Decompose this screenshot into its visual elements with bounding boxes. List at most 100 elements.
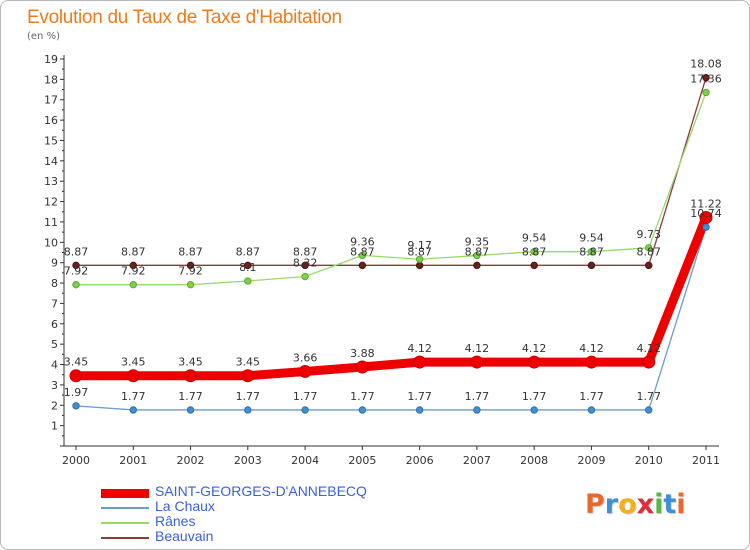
y-tick-label: 3 (51, 379, 58, 392)
y-tick-label: 15 (44, 134, 58, 147)
data-label: 1.77 (522, 390, 547, 403)
legend-label: Beauvain (155, 528, 214, 544)
data-label: 1.97 (64, 386, 89, 399)
data-label: 1.77 (121, 390, 146, 403)
data-point (584, 355, 598, 369)
y-tick-label: 16 (44, 114, 58, 127)
data-point (473, 261, 481, 270)
y-tick-label: 14 (44, 155, 58, 168)
data-point (527, 355, 541, 369)
x-tick-label: 2008 (520, 454, 548, 467)
data-point (587, 247, 596, 256)
data-label: 8.87 (522, 245, 547, 258)
legend-item: La Chaux (101, 498, 421, 515)
x-tick-label: 2011 (692, 454, 720, 467)
data-point (129, 406, 137, 414)
x-tick-label: 2000 (62, 454, 90, 467)
data-point (244, 406, 252, 414)
legend-label: SAINT-GEORGES-D'ANNEBECQ (155, 483, 367, 499)
data-point (126, 369, 140, 383)
data-point (358, 261, 367, 270)
data-point (645, 406, 653, 414)
y-axis-label: (en %) (27, 31, 60, 42)
logo-letter: t (663, 489, 677, 520)
logo-letter: P (585, 489, 605, 520)
data-point (587, 406, 596, 414)
logo-letter: o (618, 489, 637, 520)
data-label: 3.66 (293, 351, 318, 364)
x-tick-label: 2001 (119, 454, 147, 467)
data-label: 10.74 (690, 207, 722, 220)
data-point (645, 244, 653, 252)
data-point (702, 223, 710, 231)
data-point (415, 261, 424, 270)
data-label: 8.87 (407, 245, 432, 258)
data-point (645, 261, 653, 270)
data-point (72, 402, 80, 410)
data-point (298, 364, 312, 378)
data-point (301, 272, 309, 281)
data-point (702, 88, 710, 97)
data-label: 1.77 (236, 390, 261, 403)
data-point (470, 355, 484, 369)
data-label: 8.87 (178, 245, 203, 258)
logo-letter: x (636, 489, 655, 520)
data-point (301, 261, 309, 270)
y-tick-label: 5 (51, 338, 58, 351)
y-tick-label: 10 (44, 236, 58, 249)
data-point (702, 74, 710, 82)
data-point (244, 261, 252, 270)
data-label: 8.87 (236, 245, 261, 258)
y-tick-label: 13 (44, 175, 58, 188)
legend-swatch (101, 522, 149, 524)
x-tick-label: 2006 (406, 454, 434, 467)
y-tick-label: 17 (44, 94, 58, 107)
data-label: 3.45 (121, 356, 146, 369)
logo-letter: r (604, 489, 619, 520)
data-point (473, 251, 481, 260)
x-tick-label: 2004 (291, 454, 319, 467)
chart-title: Evolution du Taux de Taxe d'Habitation (27, 7, 342, 28)
data-label: 7.92 (64, 265, 89, 278)
data-point (184, 369, 198, 383)
data-point (413, 355, 427, 369)
y-tick-label: 9 (51, 257, 58, 270)
y-tick-label: 7 (51, 297, 58, 310)
data-point (358, 251, 367, 260)
data-point (642, 355, 656, 369)
data-label: 1.77 (465, 390, 490, 403)
data-point (129, 261, 137, 270)
legend: SAINT-GEORGES-D'ANNEBECQ La Chaux Rânes Bea… (101, 483, 421, 545)
series-line-1 (75, 226, 707, 411)
x-tick-label: 2003 (234, 454, 262, 467)
data-label: 9.54 (579, 232, 604, 245)
series-line-2 (75, 91, 707, 286)
y-tick-label: 19 (44, 53, 58, 66)
logo-letter: i (654, 489, 664, 520)
data-label: 9.36 (350, 235, 375, 248)
data-label: 9.54 (522, 232, 547, 245)
data-point (587, 261, 596, 270)
data-label: 8.87 (293, 245, 318, 258)
data-point (186, 261, 195, 270)
data-point (530, 247, 538, 256)
data-label: 9.35 (465, 236, 490, 249)
legend-swatch (101, 489, 149, 498)
data-point (244, 277, 252, 285)
data-point (186, 406, 195, 414)
data-label: 3.45 (236, 356, 261, 369)
data-label: 8.87 (350, 245, 375, 258)
data-point (415, 406, 424, 414)
logo-letter: i (676, 489, 686, 520)
x-tick-label: 2010 (635, 454, 663, 467)
x-tick-label: 2005 (348, 454, 376, 467)
data-label: 8.87 (579, 245, 604, 258)
data-label: 8.32 (293, 257, 318, 270)
data-label: 1.77 (579, 390, 604, 403)
y-tick-label: 1 (51, 420, 58, 433)
y-tick-label: 18 (44, 73, 58, 86)
data-label: 3.45 (178, 356, 203, 369)
legend-label: Rânes (155, 513, 196, 529)
data-point (415, 255, 424, 263)
